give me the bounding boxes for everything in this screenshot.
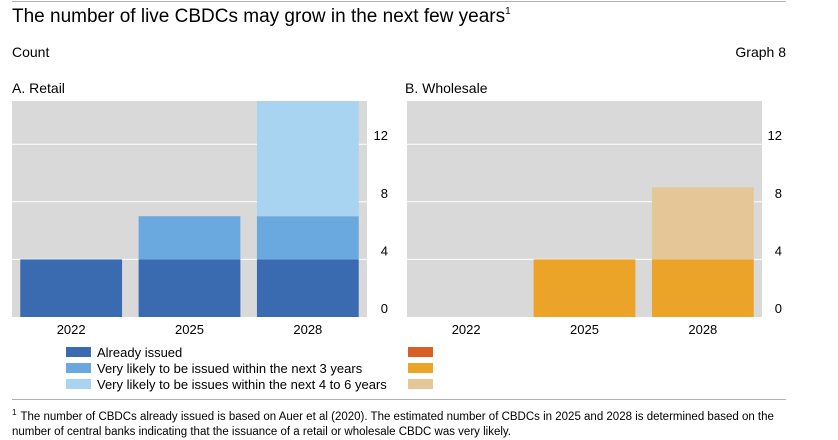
legend-retail-label-2: Very likely to be issued within the next… <box>97 360 363 376</box>
wholesale-y-tick-8: 8 <box>775 186 782 201</box>
retail-x-tick-2022: 2022 <box>57 322 86 337</box>
legend-retail-label-3: Very likely to be issues within the next… <box>97 376 387 392</box>
legend-retail-swatch-1 <box>66 347 91 357</box>
charts-canvas: 0 4 8 12 2022 2025 2028 0 4 8 12 2022 2025 2028 <box>12 101 782 337</box>
wholesale-y-tick-0: 0 <box>775 301 782 316</box>
legend-retail: Already issued Very likely to be issued w… <box>66 344 387 392</box>
retail-y-tick-0: 0 <box>381 301 388 316</box>
legend-retail-swatch-2 <box>66 363 91 373</box>
footnote: 1 The number of CBDCs already issued is b… <box>12 405 802 440</box>
unit-label: Count <box>12 44 50 60</box>
wholesale-y-tick-4: 4 <box>775 243 782 258</box>
retail-bar-2028-series-3 <box>256 101 359 217</box>
legend-retail-label-1: Already issued <box>97 344 183 360</box>
retail-bar-2022-series-1 <box>20 259 123 317</box>
wholesale-bar-2025-series-2 <box>533 259 636 317</box>
legend-retail-item-1: Already issued <box>66 344 387 360</box>
legend-retail-item-3: Very likely to be issues within the next… <box>66 376 387 392</box>
retail-bar-2025-series-2 <box>138 216 241 260</box>
retail-y-tick-8: 8 <box>381 186 388 201</box>
wholesale-y-tick-12: 12 <box>768 128 782 143</box>
legend-wholesale-item-2 <box>408 360 439 376</box>
panel-a-title: A. Retail <box>12 80 65 96</box>
wholesale-bar-2028-series-3 <box>651 187 754 260</box>
footnote-text: The number of CBDCs already issued is ba… <box>12 410 774 438</box>
top-rule <box>12 1 786 2</box>
title-footnote-marker: 1 <box>505 5 511 17</box>
legend-wholesale-swatch-1 <box>408 347 433 357</box>
retail-bar-2028-series-2 <box>256 216 359 260</box>
legend-retail-swatch-3 <box>66 379 91 389</box>
panel-b-title: B. Wholesale <box>405 80 488 96</box>
retail-x-tick-2028: 2028 <box>293 322 322 337</box>
footnote-rule <box>12 399 786 400</box>
wholesale-x-tick-2022: 2022 <box>452 322 481 337</box>
retail-bar-2028-series-1 <box>256 259 359 317</box>
wholesale-x-tick-2028: 2028 <box>688 322 717 337</box>
wholesale-bar-2028-series-2 <box>651 259 754 317</box>
legend-wholesale-item-1 <box>408 344 439 360</box>
chart-title: The number of live CBDCs may grow in the… <box>12 5 511 27</box>
retail-y-tick-12: 12 <box>374 128 388 143</box>
legend-retail-item-2: Very likely to be issued within the next… <box>66 360 387 376</box>
legend-wholesale-item-3 <box>408 376 439 392</box>
retail-bar-2025-series-1 <box>138 259 241 317</box>
footnote-marker: 1 <box>12 408 17 417</box>
legend-wholesale-swatch-2 <box>408 363 433 373</box>
legend-wholesale <box>408 344 439 392</box>
wholesale-x-tick-2025: 2025 <box>570 322 599 337</box>
legend-wholesale-swatch-3 <box>408 379 433 389</box>
retail-x-tick-2025: 2025 <box>175 322 204 337</box>
graph-number: Graph 8 <box>735 44 786 60</box>
retail-y-tick-4: 4 <box>381 243 388 258</box>
